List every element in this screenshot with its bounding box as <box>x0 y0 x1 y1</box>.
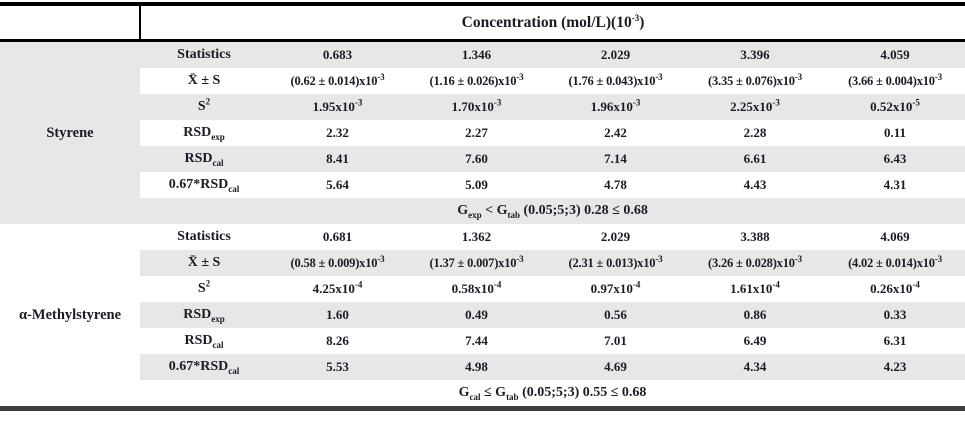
table-row: 0.67*RSDcal 5.53 4.98 4.69 4.34 4.23 <box>0 354 965 380</box>
value-cell: 2.27 <box>407 120 546 146</box>
value-cell: 2.28 <box>685 120 825 146</box>
table-row: 0.67*RSDcal 5.64 5.09 4.78 4.43 4.31 <box>0 172 965 198</box>
value-cell: 0.58x10-4 <box>407 276 546 302</box>
concentration-header: Concentration (mol/L)(10-3) <box>140 4 965 42</box>
row-label: S2 <box>140 276 268 302</box>
row-label: X̄ ± S <box>140 250 268 276</box>
row-label: RSDcal <box>140 146 268 172</box>
value-cell: 6.31 <box>825 328 965 354</box>
value-cell: 4.98 <box>407 354 546 380</box>
value-cell: (3.66 ± 0.004)x10-3 <box>825 68 965 94</box>
table-row: S2 4.25x10-4 0.58x10-4 0.97x10-4 1.61x10… <box>0 276 965 302</box>
value-cell: 0.33 <box>825 302 965 328</box>
value-cell: 1.346 <box>407 40 546 68</box>
row-label: 0.67*RSDcal <box>140 354 268 380</box>
corner-cell <box>0 4 141 42</box>
value-cell: 4.34 <box>685 354 825 380</box>
value-cell: 0.56 <box>546 302 685 328</box>
value-cell: 7.44 <box>407 328 546 354</box>
value-cell: 5.64 <box>268 172 407 198</box>
value-cell: 6.43 <box>825 146 965 172</box>
value-cell: 7.01 <box>546 328 685 354</box>
row-label: RSDexp <box>140 302 268 328</box>
value-cell: (4.02 ± 0.014)x10-3 <box>825 250 965 276</box>
g-test-row: Gexp < Gtab (0.05;5;3) 0.28 ≤ 0.68 <box>0 198 965 224</box>
value-cell: 6.61 <box>685 146 825 172</box>
table-row: α-Methylstyrene Statistics 0.681 1.362 2… <box>0 224 965 409</box>
table-row: X̄ ± S (0.58 ± 0.009)x10-3 (1.37 ± 0.007… <box>0 250 965 276</box>
value-cell: 4.23 <box>825 354 965 380</box>
value-cell: (0.58 ± 0.009)x10-3 <box>268 250 407 276</box>
value-cell: 1.362 <box>407 224 546 250</box>
value-cell: (1.37 ± 0.007)x10-3 <box>407 250 546 276</box>
g-test-cell: Gexp < Gtab (0.05;5;3) 0.28 ≤ 0.68 <box>140 198 965 224</box>
value-cell: 7.60 <box>407 146 546 172</box>
table-row: S2 1.95x10-3 1.70x10-3 1.96x10-3 2.25x10… <box>0 94 965 120</box>
value-cell: 1.60 <box>268 302 407 328</box>
table-row: RSDexp 2.32 2.27 2.42 2.28 0.11 <box>0 120 965 146</box>
value-cell: (3.35 ± 0.076)x10-3 <box>685 68 825 94</box>
value-cell: (1.16 ± 0.026)x10-3 <box>407 68 546 94</box>
value-cell: 4.43 <box>685 172 825 198</box>
row-label: Statistics <box>140 224 268 250</box>
value-cell: 2.42 <box>546 120 685 146</box>
value-cell: 0.97x10-4 <box>546 276 685 302</box>
value-cell: 4.78 <box>546 172 685 198</box>
row-label: Statistics <box>140 40 268 68</box>
table-row: X̄ ± S (0.62 ± 0.014)x10-3 (1.16 ± 0.026… <box>0 68 965 94</box>
value-cell: 1.61x10-4 <box>685 276 825 302</box>
value-cell: 1.96x10-3 <box>546 94 685 120</box>
compound-cell-alpha-methylstyrene: α-Methylstyrene <box>0 224 140 409</box>
value-cell: 7.14 <box>546 146 685 172</box>
row-label: 0.67*RSDcal <box>140 172 268 198</box>
table-row: RSDcal 8.26 7.44 7.01 6.49 6.31 <box>0 328 965 354</box>
value-cell: 2.029 <box>546 40 685 68</box>
value-cell: 8.41 <box>268 146 407 172</box>
value-cell: (1.76 ± 0.043)x10-3 <box>546 68 685 94</box>
value-cell: (0.62 ± 0.014)x10-3 <box>268 68 407 94</box>
value-cell: 0.681 <box>268 224 407 250</box>
value-cell: 5.53 <box>268 354 407 380</box>
concentration-statistics-table: Concentration (mol/L)(10-3) Styrene Stat… <box>0 2 965 411</box>
value-cell: 0.683 <box>268 40 407 68</box>
row-label: S2 <box>140 94 268 120</box>
table-row: RSDexp 1.60 0.49 0.56 0.86 0.33 <box>0 302 965 328</box>
value-cell: 0.86 <box>685 302 825 328</box>
compound-cell-styrene: Styrene <box>0 40 140 224</box>
value-cell: 4.069 <box>825 224 965 250</box>
value-cell: 4.25x10-4 <box>268 276 407 302</box>
value-cell: 3.388 <box>685 224 825 250</box>
value-cell: 5.09 <box>407 172 546 198</box>
table-row: Styrene Statistics 0.683 1.346 2.029 3.3… <box>0 40 965 224</box>
value-cell: 4.059 <box>825 40 965 68</box>
row-label: RSDcal <box>140 328 268 354</box>
value-cell: 2.32 <box>268 120 407 146</box>
value-cell: 4.31 <box>825 172 965 198</box>
value-cell: 4.69 <box>546 354 685 380</box>
value-cell: 0.52x10-5 <box>825 94 965 120</box>
value-cell: 3.396 <box>685 40 825 68</box>
g-test-cell: Gcal ≤ Gtab (0.05;5;3) 0.55 ≤ 0.68 <box>140 380 965 409</box>
value-cell: (2.31 ± 0.013)x10-3 <box>546 250 685 276</box>
value-cell: (3.26 ± 0.028)x10-3 <box>685 250 825 276</box>
value-cell: 0.11 <box>825 120 965 146</box>
value-cell: 2.25x10-3 <box>685 94 825 120</box>
value-cell: 0.26x10-4 <box>825 276 965 302</box>
row-label: RSDexp <box>140 120 268 146</box>
value-cell: 6.49 <box>685 328 825 354</box>
value-cell: 0.49 <box>407 302 546 328</box>
value-cell: 1.95x10-3 <box>268 94 407 120</box>
value-cell: 8.26 <box>268 328 407 354</box>
row-label: X̄ ± S <box>140 68 268 94</box>
value-cell: 1.70x10-3 <box>407 94 546 120</box>
table-row: RSDcal 8.41 7.60 7.14 6.61 6.43 <box>0 146 965 172</box>
value-cell: 2.029 <box>546 224 685 250</box>
g-test-row: Gcal ≤ Gtab (0.05;5;3) 0.55 ≤ 0.68 <box>0 380 965 409</box>
header-row: Concentration (mol/L)(10-3) <box>0 4 965 42</box>
